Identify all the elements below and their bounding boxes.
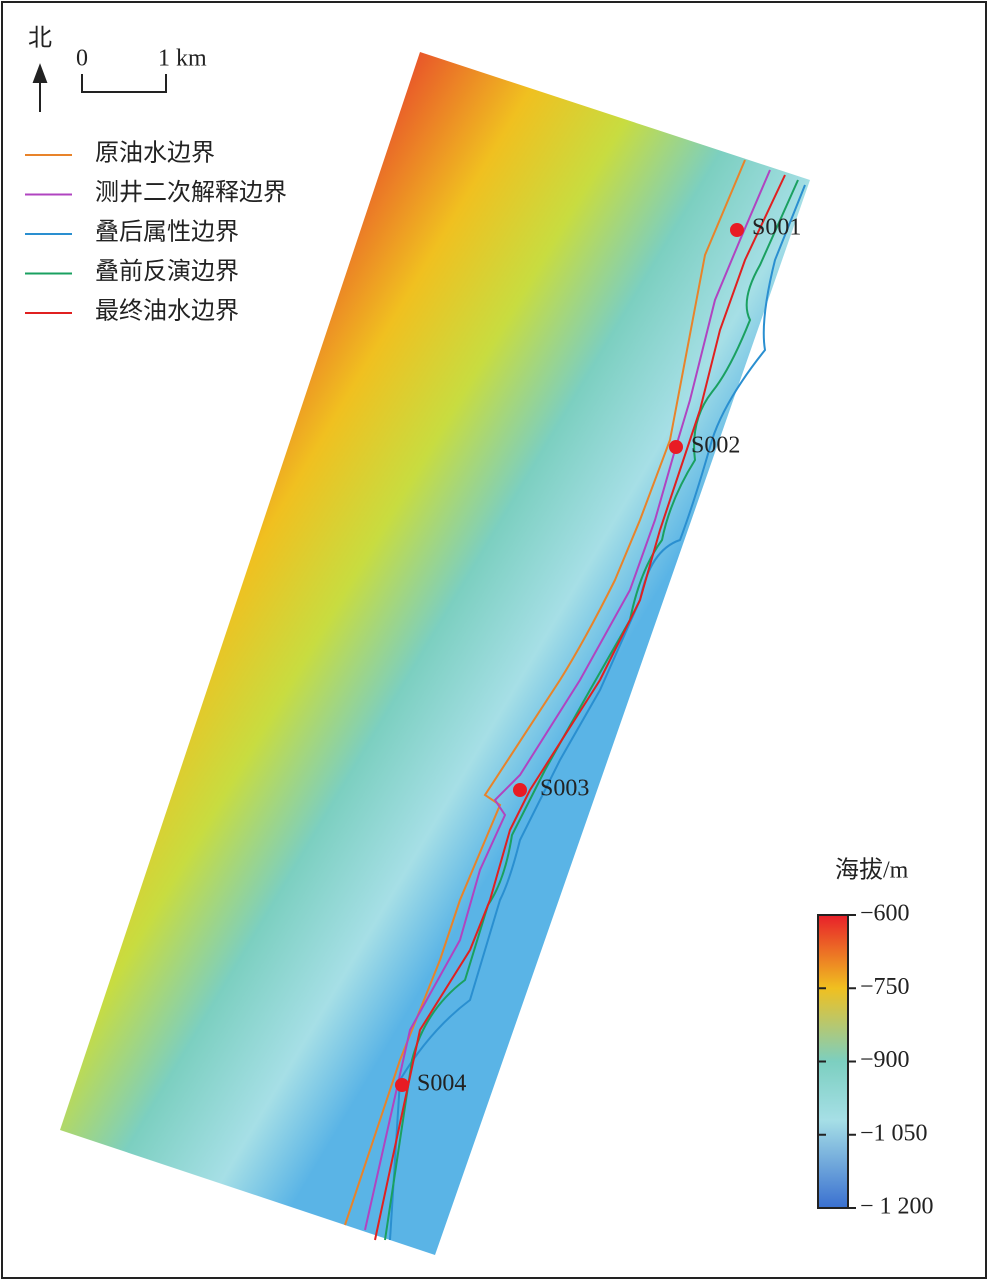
scale-start: 0 [76, 46, 88, 72]
legend-label: 叠后属性边界 [95, 219, 239, 246]
colorbar-tick-label: − 1 200 [860, 1194, 934, 1220]
north-arrow [32, 63, 48, 112]
well-label: S002 [691, 433, 740, 459]
colorbar-tick-label: −900 [860, 1047, 910, 1073]
elevation-surface [60, 52, 810, 1255]
well-label: S003 [540, 776, 589, 802]
boundary-line [364, 169, 771, 1231]
well-label: S001 [752, 215, 801, 241]
legend-label: 测井二次解释边界 [95, 179, 287, 206]
well-marker [669, 440, 683, 454]
colorbar-tick-label: −1 050 [860, 1120, 928, 1146]
scale-end: 1 km [158, 46, 207, 72]
well-marker [730, 223, 744, 237]
legend-label: 原油水边界 [95, 140, 215, 167]
well-marker [513, 783, 527, 797]
colorbar-title: 海拔/m [835, 857, 909, 884]
boundary-line [374, 174, 786, 1241]
legend-label: 叠前反演边界 [95, 258, 239, 285]
boundary-line [344, 159, 746, 1226]
colorbar-tick-label: −600 [860, 901, 910, 927]
well-label: S004 [417, 1071, 466, 1097]
well-marker [395, 1078, 409, 1092]
scale-bar [81, 74, 167, 93]
colorbar-tick-label: −750 [860, 974, 910, 1000]
legend-label: 最终油水边界 [95, 298, 239, 325]
north-label: 北 [28, 25, 52, 52]
boundary-line [389, 184, 806, 1241]
